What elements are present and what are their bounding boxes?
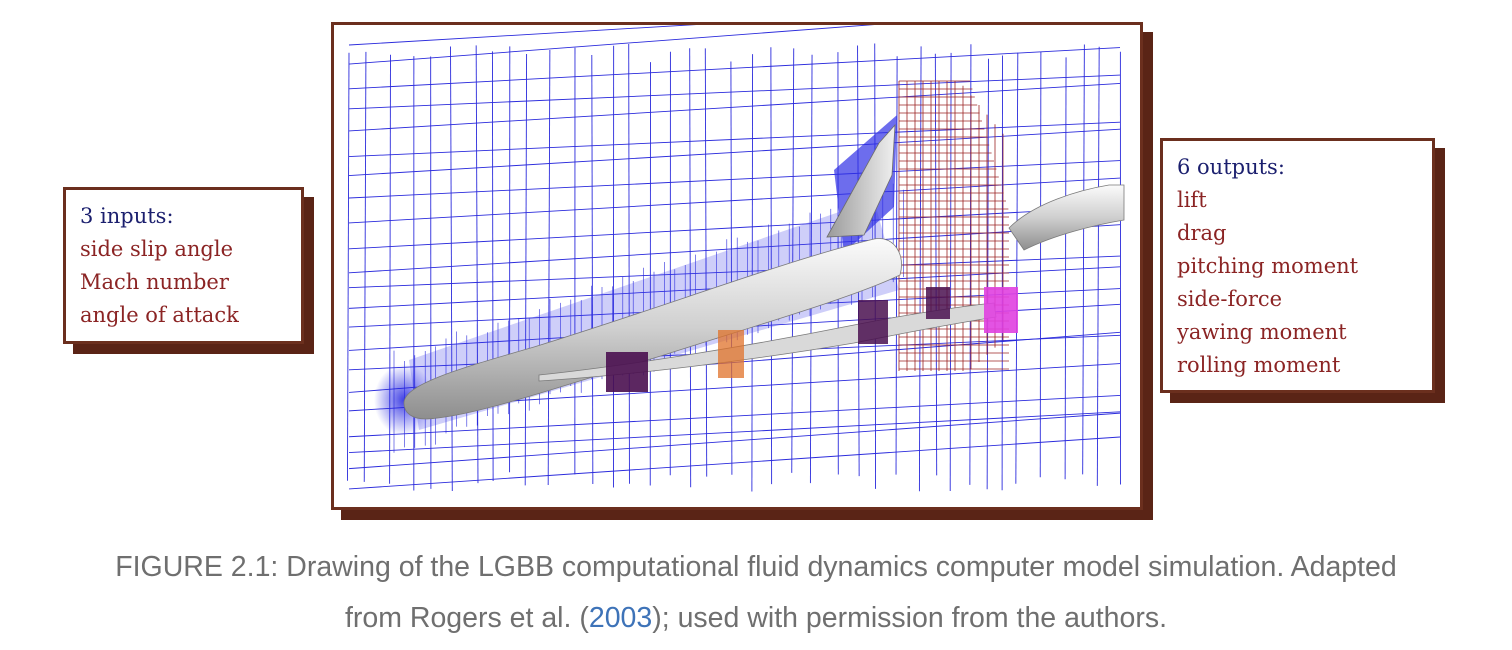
- citation-link[interactable]: 2003: [588, 602, 653, 634]
- caption-text: from Rogers et al. (: [344, 602, 589, 634]
- outputs-heading: 6 outputs:: [1177, 155, 1285, 179]
- output-item: lift: [1177, 188, 1207, 212]
- refined-patch-orange: [718, 330, 744, 378]
- afterbody: [1008, 184, 1125, 251]
- refined-patch-purple: [926, 287, 950, 319]
- output-item: side-force: [1177, 287, 1283, 311]
- output-item: pitching moment: [1177, 254, 1359, 278]
- inputs-panel: 3 inputs: side slip angle Mach number an…: [63, 187, 304, 344]
- refined-patch-purple: [606, 352, 648, 392]
- input-item: side slip angle: [80, 237, 233, 261]
- vertical-fin: [826, 123, 896, 238]
- fuselage: [403, 238, 902, 420]
- input-item: Mach number: [80, 270, 229, 294]
- output-item: yawing moment: [1177, 320, 1347, 344]
- refined-patch-magenta: [984, 287, 1018, 333]
- output-item: rolling moment: [1177, 353, 1341, 377]
- background-mesh: [347, 25, 1121, 492]
- input-item: angle of attack: [80, 303, 239, 327]
- caption-text: ); used with permission from the authors…: [652, 602, 1168, 634]
- outputs-panel: 6 outputs: lift drag pitching moment sid…: [1160, 138, 1435, 393]
- cfd-model-panel: [331, 22, 1143, 510]
- refined-mesh-block: [898, 80, 1009, 371]
- inputs-heading: 3 inputs:: [80, 204, 174, 228]
- refined-patch-purple: [858, 300, 888, 344]
- figure-caption: FIGURE 2.1: Drawing of the LGBB computat…: [0, 542, 1512, 644]
- caption-line-1: FIGURE 2.1: Drawing of the LGBB computat…: [115, 551, 1397, 583]
- caption-line-2: from Rogers et al. (2003); used with per…: [0, 593, 1512, 644]
- cfd-mesh-image: [347, 25, 1125, 492]
- output-item: drag: [1177, 221, 1227, 245]
